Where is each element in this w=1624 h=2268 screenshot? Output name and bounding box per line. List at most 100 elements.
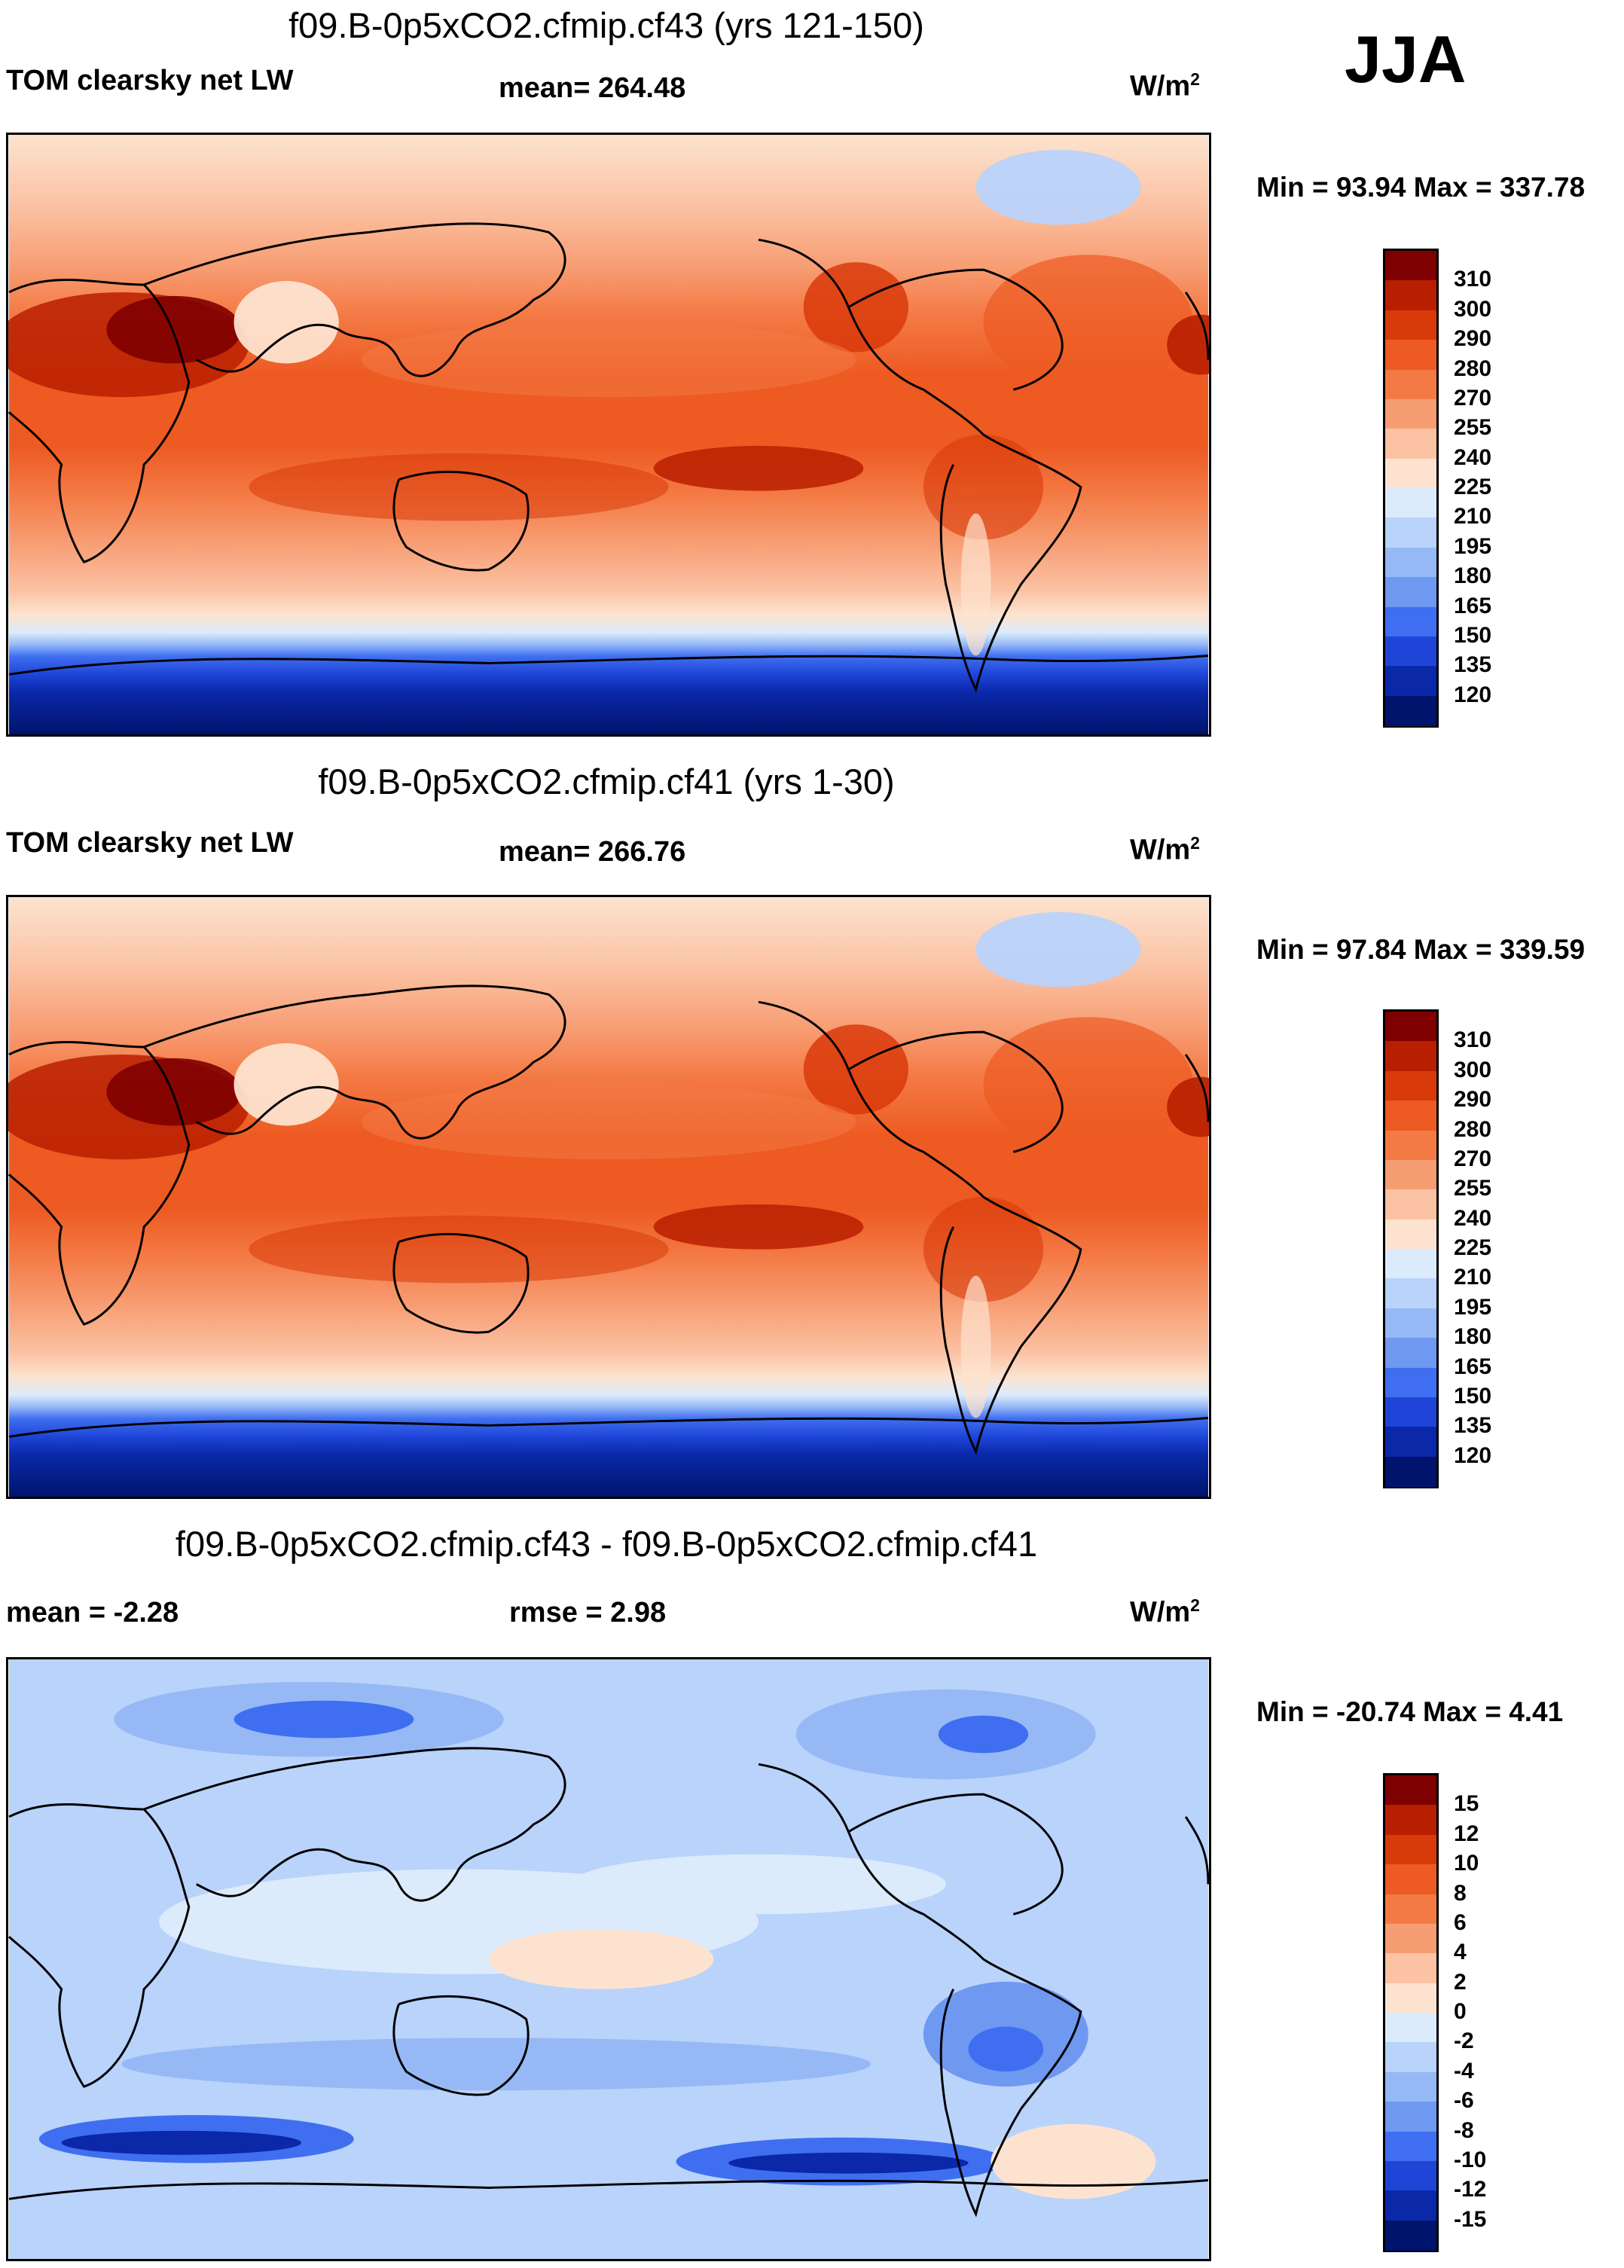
colorbar-swatch — [1385, 1834, 1436, 1865]
colorbar-tick-label: -10 — [1454, 2147, 1487, 2172]
panel-2-variable-label: TOM clearsky net LW — [6, 827, 294, 859]
colorbar-swatch — [1385, 1427, 1436, 1458]
panel-2-title: f09.B-0p5xCO2.cfmip.cf41 (yrs 1-30) — [318, 762, 895, 801]
colorbar-swatch — [1385, 2071, 1436, 2102]
colorbar-tick-label: 195 — [1454, 533, 1492, 559]
colorbar-swatch — [1385, 1041, 1436, 1072]
colorbar-swatch — [1385, 1338, 1436, 1368]
colorbar-tick-label: 4 — [1454, 1940, 1467, 1965]
colorbar-swatch — [1385, 310, 1436, 340]
panel-2-field — [8, 897, 1209, 1497]
panel-3-mean: mean = -2.28 — [6, 1597, 179, 1629]
panel-3-minmax: Min = -20.74 Max = 4.41 — [1256, 1696, 1564, 1727]
colorbar-tick-label: 310 — [1454, 1027, 1492, 1053]
colorbar-swatch — [1385, 1130, 1436, 1161]
colorbar-tick-label: 15 — [1454, 1791, 1479, 1817]
panel-3-units: W/m2 — [1130, 1595, 1200, 1629]
colorbar-swatch — [1385, 606, 1436, 637]
colorbar-tick-label: 255 — [1454, 1176, 1492, 1201]
colorbar-tick-label: 300 — [1454, 1057, 1492, 1082]
colorbar-swatch — [1385, 340, 1436, 370]
colorbar-swatch — [1385, 1397, 1436, 1427]
colorbar-swatch — [1385, 2160, 1436, 2191]
colorbar-swatch — [1385, 458, 1436, 489]
colorbar-swatch — [1385, 2190, 1436, 2221]
colorbar-swatch — [1385, 547, 1436, 578]
colorbar-tick-label: 240 — [1454, 444, 1492, 470]
colorbar-swatch — [1385, 488, 1436, 518]
panel-2-minmax: Min = 97.84 Max = 339.59 — [1256, 934, 1586, 965]
colorbar-tick-label: 195 — [1454, 1294, 1492, 1320]
panel-1-variable-label: TOM clearsky net LW — [6, 65, 294, 96]
colorbar-tick-label: 280 — [1454, 356, 1492, 381]
colorbar-swatch — [1385, 398, 1436, 429]
colorbar-swatch — [1385, 2220, 1436, 2251]
season-label: JJA — [1345, 22, 1467, 96]
colorbar-tick-label: -8 — [1454, 2117, 1474, 2143]
panel-2-units: W/m2 — [1130, 833, 1200, 866]
colorbar-tick-label: 120 — [1454, 1442, 1492, 1468]
colorbar-swatch — [1385, 1278, 1436, 1309]
colorbar-swatch — [1385, 1249, 1436, 1279]
colorbar-tick-label: -2 — [1454, 2028, 1474, 2054]
colorbar-swatch — [1385, 1367, 1436, 1398]
colorbar-swatch — [1385, 1159, 1436, 1190]
colorbar-tick-label: 135 — [1454, 652, 1492, 678]
colorbar-swatch — [1385, 1953, 1436, 1984]
colorbar-swatch — [1385, 666, 1436, 697]
panel-2-map — [6, 895, 1211, 1499]
colorbar-tick-label: 290 — [1454, 1087, 1492, 1113]
colorbar-tick-label: -12 — [1454, 2177, 1487, 2202]
colorbar-tick-label: 180 — [1454, 1324, 1492, 1350]
colorbar-tick-label: 300 — [1454, 296, 1492, 322]
panel-3-rmse: rmse = 2.98 — [509, 1597, 667, 1629]
panel-1-colorbar — [1383, 249, 1439, 728]
colorbar-tick-label: 2 — [1454, 1969, 1467, 1995]
colorbar-swatch — [1385, 369, 1436, 400]
colorbar-tick-label: 210 — [1454, 1265, 1492, 1290]
colorbar-swatch — [1385, 429, 1436, 459]
panel-2-colorbar — [1383, 1009, 1439, 1488]
colorbar-tick-label: 6 — [1454, 1909, 1467, 1935]
colorbar-tick-label: 165 — [1454, 593, 1492, 618]
panel-1-mean: mean= 264.48 — [499, 72, 686, 104]
colorbar-tick-label: -15 — [1454, 2206, 1487, 2232]
colorbar-tick-label: 10 — [1454, 1851, 1479, 1876]
colorbar-swatch — [1385, 1070, 1436, 1101]
colorbar-swatch — [1385, 1864, 1436, 1894]
panel-2-mean: mean= 266.76 — [499, 836, 686, 868]
colorbar-swatch — [1385, 2102, 1436, 2132]
colorbar-tick-label: 180 — [1454, 563, 1492, 589]
colorbar-swatch — [1385, 2013, 1436, 2043]
colorbar-swatch — [1385, 1456, 1436, 1487]
colorbar-swatch — [1385, 577, 1436, 607]
colorbar-swatch — [1385, 1100, 1436, 1131]
panel-3-map — [6, 1657, 1211, 2261]
colorbar-tick-label: 12 — [1454, 1821, 1479, 1846]
colorbar-swatch — [1385, 1775, 1436, 1806]
colorbar-tick-label: -4 — [1454, 2058, 1474, 2083]
colorbar-tick-label: 135 — [1454, 1413, 1492, 1439]
colorbar-tick-label: -6 — [1454, 2088, 1474, 2114]
colorbar-tick-label: 310 — [1454, 267, 1492, 292]
colorbar-swatch — [1385, 1894, 1436, 1925]
colorbar-swatch — [1385, 1308, 1436, 1339]
colorbar-tick-label: 150 — [1454, 622, 1492, 648]
colorbar-swatch — [1385, 636, 1436, 667]
colorbar-tick-label: 210 — [1454, 504, 1492, 530]
colorbar-swatch — [1385, 1805, 1436, 1836]
colorbar-swatch — [1385, 1012, 1436, 1042]
colorbar-swatch — [1385, 1219, 1436, 1250]
panel-1-units: W/m2 — [1130, 69, 1200, 102]
colorbar-swatch — [1385, 695, 1436, 726]
colorbar-tick-label: 255 — [1454, 415, 1492, 441]
colorbar-swatch — [1385, 1189, 1436, 1220]
colorbar-tick-label: 225 — [1454, 475, 1492, 499]
panel-1-field — [8, 135, 1209, 734]
colorbar-tick-label: 270 — [1454, 1146, 1492, 1171]
colorbar-tick-label: 150 — [1454, 1383, 1492, 1409]
panel-3-title: f09.B-0p5xCO2.cfmip.cf43 - f09.B-0p5xCO2… — [175, 1524, 1038, 1564]
colorbar-swatch — [1385, 2131, 1436, 2162]
colorbar-swatch — [1385, 251, 1436, 281]
colorbar-swatch — [1385, 517, 1436, 548]
